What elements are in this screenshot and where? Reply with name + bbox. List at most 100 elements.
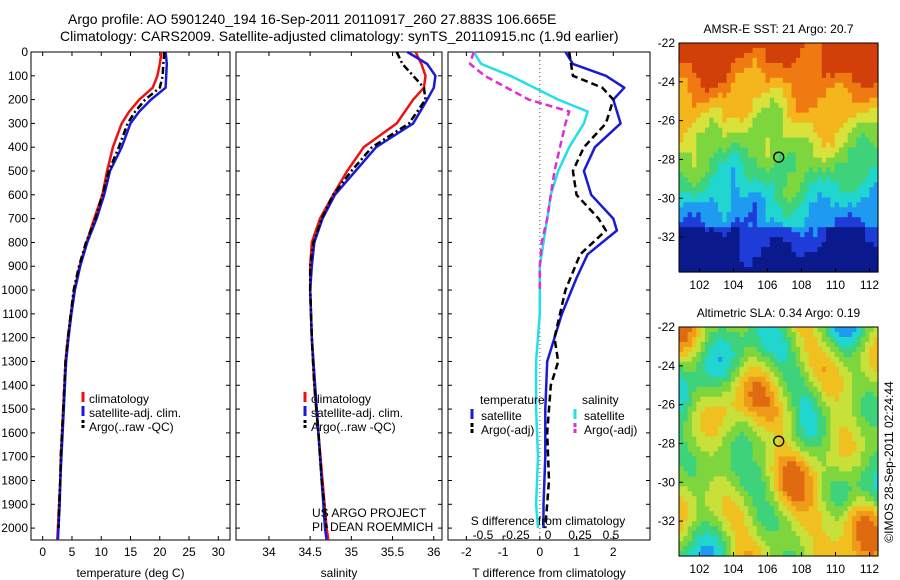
- heatmap-cell: [791, 87, 797, 94]
- heatmap-cell: [761, 466, 767, 472]
- heatmap-cell: [700, 102, 706, 109]
- heatmap-cell: [730, 351, 736, 358]
- heatmap-cell: [722, 52, 728, 59]
- heatmap-cell: [769, 252, 775, 258]
- heatmap-cell: [856, 516, 862, 522]
- heatmap-cell: [782, 436, 788, 443]
- heatmap-cell: [722, 506, 728, 512]
- heatmap-cell: [687, 416, 693, 423]
- heatmap-cell: [704, 346, 710, 353]
- figure-title-line2: Climatology: CARS2009. Satellite-adjuste…: [60, 28, 619, 44]
- heatmap-cell: [748, 72, 754, 79]
- heatmap-cell: [830, 456, 836, 463]
- heatmap-cell: [817, 127, 823, 134]
- heatmap-cell: [752, 406, 758, 413]
- heatmap-cell: [679, 57, 684, 64]
- heatmap-cell: [821, 416, 827, 423]
- heatmap-cell: [782, 62, 788, 69]
- heatmap-cell: [700, 177, 706, 183]
- heatmap-cell: [852, 431, 857, 438]
- depth-tick-label: 1200: [1, 331, 28, 345]
- heatmap-cell: [808, 267, 814, 273]
- heatmap-cell: [704, 192, 710, 198]
- heatmap-cell: [873, 421, 879, 428]
- heatmap-cell: [683, 461, 689, 467]
- heatmap-cell: [817, 541, 823, 547]
- heatmap-cell: [748, 371, 754, 378]
- heatmap-cell: [756, 62, 762, 69]
- heatmap-cell: [696, 177, 702, 183]
- heatmap-cell: [709, 117, 715, 124]
- heatmap-cell: [804, 72, 810, 79]
- heatmap-cell: [679, 406, 684, 413]
- heatmap-cell: [834, 371, 840, 378]
- heatmap-cell: [869, 212, 875, 218]
- heatmap-cell: [873, 346, 879, 353]
- heatmap-cell: [730, 67, 736, 74]
- heatmap-cell: [873, 172, 879, 179]
- heatmap-cell: [765, 152, 771, 159]
- heatmap-cell: [722, 516, 728, 522]
- heatmap-cell: [726, 336, 732, 343]
- heatmap-cell: [791, 157, 797, 164]
- heatmap-cell: [839, 177, 844, 183]
- heatmap-cell: [869, 252, 875, 258]
- heatmap-cell: [730, 222, 736, 228]
- heatmap-cell: [696, 431, 702, 438]
- heatmap-cell: [856, 546, 862, 552]
- heatmap-cell: [860, 252, 866, 258]
- heatmap-cell: [704, 411, 710, 418]
- heatmap-cell: [679, 536, 684, 542]
- heatmap-cell: [722, 376, 728, 383]
- heatmap-cell: [782, 401, 788, 408]
- heatmap-cell: [787, 182, 793, 188]
- heatmap-cell: [847, 391, 853, 398]
- heatmap-cell: [778, 327, 784, 333]
- heatmap-cell: [839, 92, 844, 99]
- heatmap-cell: [839, 551, 844, 557]
- heatmap-cell: [722, 471, 728, 477]
- heatmap-cell: [787, 67, 793, 74]
- heatmap-cell: [752, 426, 758, 433]
- heatmap-cell: [687, 222, 693, 228]
- heatmap-cell: [679, 491, 684, 497]
- heatmap-cell: [800, 506, 806, 512]
- heatmap-cell: [730, 82, 736, 89]
- heatmap-cell: [860, 257, 866, 263]
- heatmap-cell: [847, 257, 853, 263]
- heatmap-cell: [717, 327, 723, 333]
- heatmap-cell: [774, 401, 780, 408]
- heatmap-cell: [800, 142, 806, 149]
- heatmap-cell: [691, 396, 697, 403]
- heatmap-cell: [769, 227, 775, 233]
- heatmap-cell: [769, 162, 775, 169]
- heatmap-cell: [856, 476, 862, 482]
- heatmap-cell: [787, 506, 793, 512]
- heatmap-cell: [865, 52, 870, 59]
- heatmap-cell: [774, 336, 780, 343]
- heatmap-cell: [739, 521, 745, 527]
- heatmap-cell: [782, 262, 788, 268]
- heatmap-cell: [830, 172, 836, 179]
- heatmap-cell: [778, 127, 784, 134]
- heatmap-cell: [756, 177, 762, 183]
- heatmap-cell: [774, 157, 780, 164]
- heatmap-cell: [726, 366, 732, 373]
- heatmap-cell: [726, 67, 732, 74]
- heatmap-cell: [713, 391, 719, 398]
- heatmap-cell: [869, 257, 875, 263]
- heatmap-cell: [873, 62, 879, 69]
- heatmap-cell: [726, 87, 732, 94]
- heatmap-cell: [782, 77, 788, 84]
- heatmap-cell: [696, 331, 702, 338]
- heatmap-cell: [691, 43, 697, 49]
- heatmap-cell: [869, 451, 875, 458]
- heatmap-cell: [800, 72, 806, 79]
- heatmap-cell: [769, 521, 775, 527]
- heatmap-cell: [704, 526, 710, 532]
- heatmap-cell: [839, 157, 844, 164]
- heatmap-cell: [782, 107, 788, 114]
- heatmap-cell: [873, 262, 879, 268]
- heatmap-cell: [704, 72, 710, 79]
- heatmap-cell: [696, 247, 702, 253]
